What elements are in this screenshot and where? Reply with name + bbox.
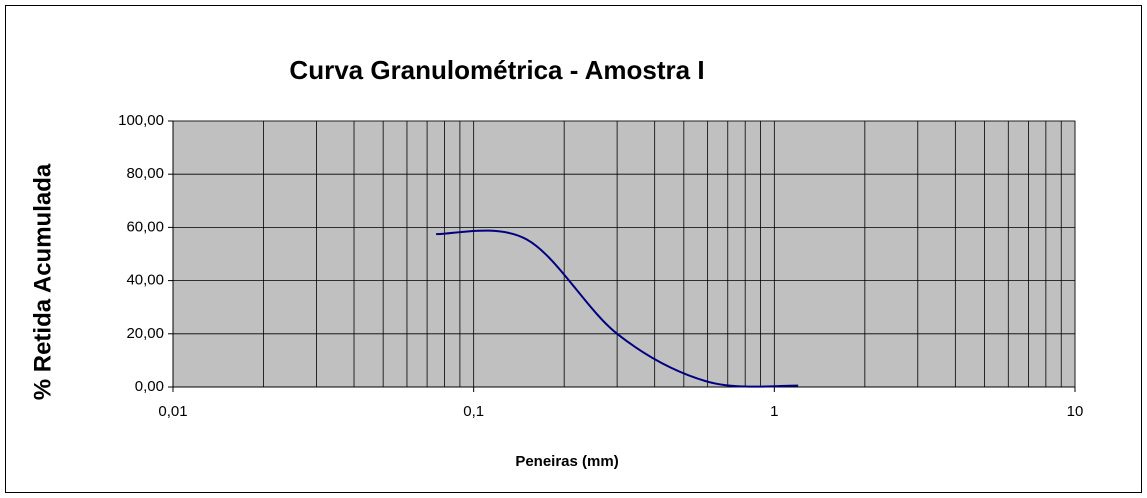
y-tick-label: 60,00 <box>126 218 164 235</box>
x-tick-label: 1 <box>770 403 778 420</box>
x-tick-label: 0,1 <box>463 403 484 420</box>
y-tick-label: 80,00 <box>126 165 164 182</box>
data-line <box>436 229 799 388</box>
y-tick-label: 0,00 <box>135 378 164 395</box>
y-tick-label: 40,00 <box>126 272 164 289</box>
x-tick-label: 10 <box>1067 403 1084 420</box>
y-tick-label: 20,00 <box>126 325 164 342</box>
chart-title: Curva Granulométrica - Amostra I <box>289 55 704 85</box>
y-tick-label: 100,00 <box>118 112 164 129</box>
x-tick-label: 0,01 <box>158 403 187 420</box>
x-axis-label: Peneiras (mm) <box>515 453 618 470</box>
plot-area <box>172 120 1076 388</box>
y-axis-label: % Retida Acumulada <box>29 163 56 400</box>
